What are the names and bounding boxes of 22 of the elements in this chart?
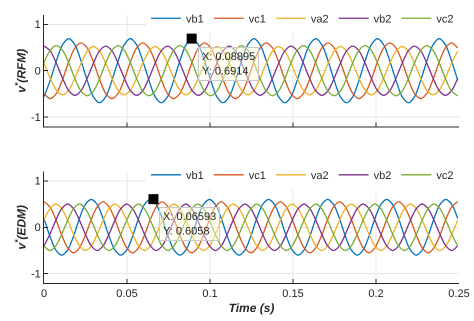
legend-label: vc2 [436, 170, 454, 182]
y-tick-label: 0 [34, 66, 41, 78]
y-tick-label: 1 [34, 19, 41, 32]
legend-label: vb2 [374, 14, 392, 26]
legend-label: vb2 [374, 170, 392, 182]
legend-label: vc1 [248, 14, 266, 26]
y-tick-label: -1 [31, 112, 41, 124]
x-tick-label: 0.05 [116, 288, 138, 300]
legend-label: vb1 [186, 14, 204, 26]
y-tick-label: -1 [31, 268, 41, 281]
x-tick-label: 0.15 [282, 288, 304, 300]
legend-label: vc2 [436, 14, 454, 26]
legend-label: vb1 [186, 170, 204, 182]
legend-label: va2 [310, 170, 329, 182]
x-tick-label: 0.25 [448, 288, 470, 300]
legend-label: vc1 [248, 170, 266, 182]
x-axis-title: Time (s) [228, 301, 274, 316]
y-tick-label: 0 [34, 222, 41, 234]
legend-label: va2 [310, 14, 329, 26]
x-tick-label: 0.1 [202, 288, 218, 300]
x-tick-label: 0.2 [368, 288, 384, 300]
y-tick-label: 1 [34, 176, 41, 188]
